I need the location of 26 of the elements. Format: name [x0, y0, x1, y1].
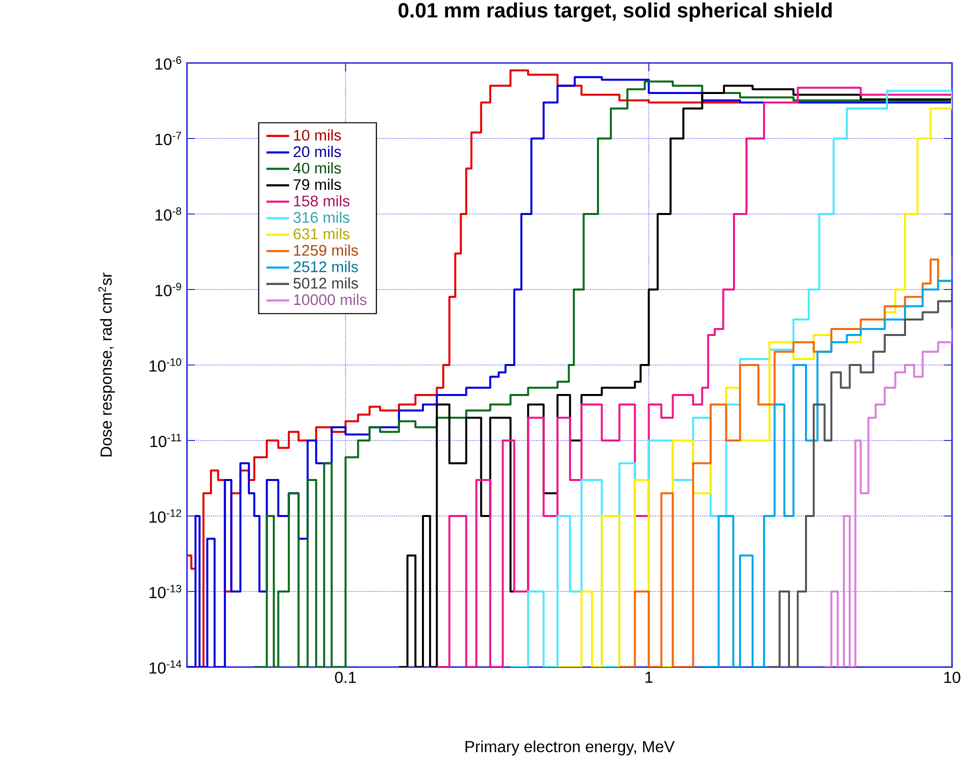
y-tick-label: 10$^{-10}$ [150, 358, 182, 372]
legend-label: 1259 mils [294, 244, 358, 256]
y-axis-title: Dose response, rad cm$^{2}$sr [98, 272, 115, 456]
y-tick-label: 10$^{-7}$ [156, 132, 182, 146]
legend-label: 5012 mils [294, 277, 358, 289]
y-tick-label: 10$^{-9}$ [156, 282, 182, 296]
x-tick-label: 1 [646, 672, 652, 683]
y-tick-label: 10$^{-11}$ [150, 434, 182, 448]
legend-label: 631 mils [294, 228, 350, 240]
y-tick-label: 10$^{-14}$ [150, 660, 182, 674]
y-tick-label: 10$^{-8}$ [156, 207, 182, 221]
legend-label: 2512 mils [294, 260, 358, 272]
legend-label: 20 mils [294, 146, 341, 158]
legend-label: 10000 mils [294, 294, 366, 306]
chart-title: 0.01 mm radius target, solid spherical shield [398, 2, 832, 22]
legend-label: 10 mils [294, 129, 341, 141]
y-tick-label: 10$^{-6}$ [156, 56, 182, 70]
x-tick-label: 0.1 [335, 672, 356, 684]
legend-label: 316 mils [293, 212, 350, 223]
y-tick-label: 10$^{-12}$ [150, 509, 182, 523]
y-tick-label: 10$^{-13}$ [150, 584, 182, 598]
x-axis-title: Primary electron energy, MeV [466, 740, 675, 756]
legend-label: 40 mils [293, 162, 341, 174]
legend-label: 158 mils [294, 195, 350, 206]
legend-label: 79 mils [294, 178, 341, 190]
x-tick-label: 10 [944, 672, 960, 684]
